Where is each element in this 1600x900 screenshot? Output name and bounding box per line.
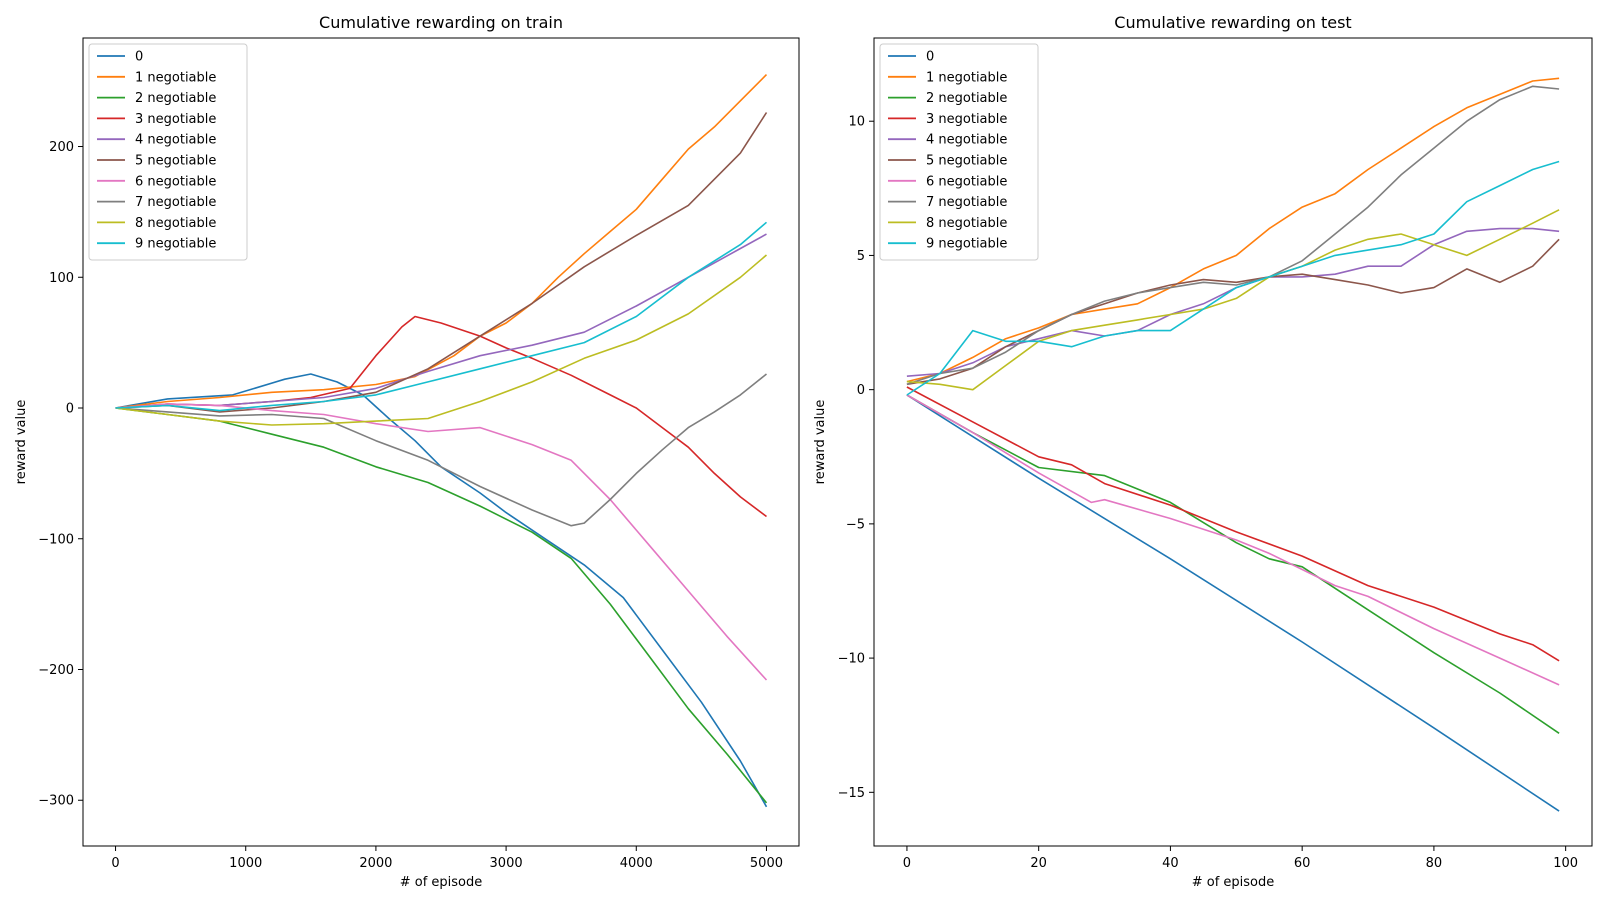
train-series-line-7 [115, 373, 768, 527]
train-y-tick-label-5: 200 [49, 140, 74, 155]
train-x-tick-label-1: 1000 [229, 856, 262, 871]
train-y-tick-label-2: −100 [38, 532, 74, 547]
test-x-tick-label-1: 20 [1030, 856, 1047, 871]
test-y-tick-label-3: 0 [857, 383, 865, 398]
test-chart-title: Cumulative rewarding on test [1114, 13, 1351, 32]
train-y-tick-label-3: 0 [66, 402, 74, 417]
test-legend-label-5: 5 negotiable [926, 154, 1007, 169]
test-x-tick-label-3: 60 [1294, 856, 1311, 871]
train-legend-label-8: 8 negotiable [135, 216, 216, 231]
train-legend: 0 1 negotiable 2 negotiable 3 negotiable 4 n… [88, 43, 248, 261]
train-legend-label-2: 2 negotiable [135, 91, 216, 106]
test-y-tick-label-5: 10 [848, 115, 865, 130]
test-x-tick-label-5: 100 [1553, 856, 1578, 871]
train-legend-label-5: 5 negotiable [135, 154, 216, 169]
train-series-line-6 [115, 403, 768, 681]
test-y-tick-label-2: −5 [846, 517, 865, 532]
train-y-tick-label-0: −300 [38, 794, 74, 809]
test-legend-label-0: 0 [926, 50, 934, 65]
train-x-tick-label-5: 5000 [750, 856, 783, 871]
train-legend-label-0: 0 [135, 50, 143, 65]
test-series-line-7 [906, 85, 1560, 386]
train-y-axis-label: reward value [14, 400, 29, 485]
test-y-tick-label-1: −10 [838, 652, 865, 667]
test-legend-box [879, 43, 1039, 261]
test-x-tick-label-0: 0 [903, 856, 911, 871]
test-series-line-6 [906, 394, 1560, 686]
test-legend-label-1: 1 negotiable [926, 70, 1007, 85]
test-chart: Cumulative rewarding on test 0 20 40 60 80 10… [813, 13, 1593, 890]
test-x-tick-label-4: 80 [1426, 856, 1443, 871]
test-y-axis-label: reward value [813, 400, 828, 485]
test-legend-label-6: 6 negotiable [926, 174, 1007, 189]
test-series-line-9 [906, 160, 1560, 396]
train-legend-label-3: 3 negotiable [135, 112, 216, 127]
test-y-tick-label-4: 5 [857, 249, 865, 264]
train-legend-label-1: 1 negotiable [135, 70, 216, 85]
train-x-axis-label: # of episode [400, 875, 483, 890]
test-legend-label-3: 3 negotiable [926, 112, 1007, 127]
test-legend-label-4: 4 negotiable [926, 133, 1007, 148]
train-legend-label-9: 9 negotiable [135, 237, 216, 252]
train-legend-label-6: 6 negotiable [135, 174, 216, 189]
test-y-tick-label-0: −15 [838, 786, 865, 801]
train-x-tick-label-2: 2000 [359, 856, 392, 871]
test-series-line-2 [906, 394, 1560, 734]
train-legend-label-7: 7 negotiable [135, 195, 216, 210]
train-legend-label-4: 4 negotiable [135, 133, 216, 148]
test-series-line-3 [906, 386, 1560, 662]
train-plot-area [82, 37, 800, 847]
test-series-line-0 [906, 394, 1560, 812]
train-x-tick-label-4: 4000 [620, 856, 653, 871]
train-series-line-5 [115, 112, 768, 413]
train-legend-box [88, 43, 248, 261]
train-y-tick-label-4: 100 [49, 271, 74, 286]
test-legend-label-2: 2 negotiable [926, 91, 1007, 106]
train-series-line-1 [115, 74, 768, 409]
test-legend-label-7: 7 negotiable [926, 195, 1007, 210]
train-chart: Cumulative rewarding on train 0 1000 2000 3… [14, 13, 800, 890]
train-chart-title: Cumulative rewarding on train [319, 13, 563, 32]
test-x-axis-label: # of episode [1192, 875, 1275, 890]
train-series-line-2 [115, 407, 768, 804]
train-series-line-9 [115, 221, 768, 412]
train-x-tick-label-3: 3000 [490, 856, 523, 871]
test-legend: 0 1 negotiable 2 negotiable 3 negotiable 4 n… [879, 43, 1039, 261]
test-series-line-8 [906, 209, 1560, 391]
test-series-line-1 [906, 77, 1560, 383]
test-legend-label-8: 8 negotiable [926, 216, 1007, 231]
train-series-line-8 [115, 254, 768, 426]
test-x-tick-label-2: 40 [1162, 856, 1179, 871]
test-plot-area [873, 37, 1593, 847]
train-y-tick-label-1: −200 [38, 663, 74, 678]
train-x-tick-label-0: 0 [111, 856, 119, 871]
train-series-line-4 [115, 233, 767, 409]
test-legend-label-9: 9 negotiable [926, 237, 1007, 252]
